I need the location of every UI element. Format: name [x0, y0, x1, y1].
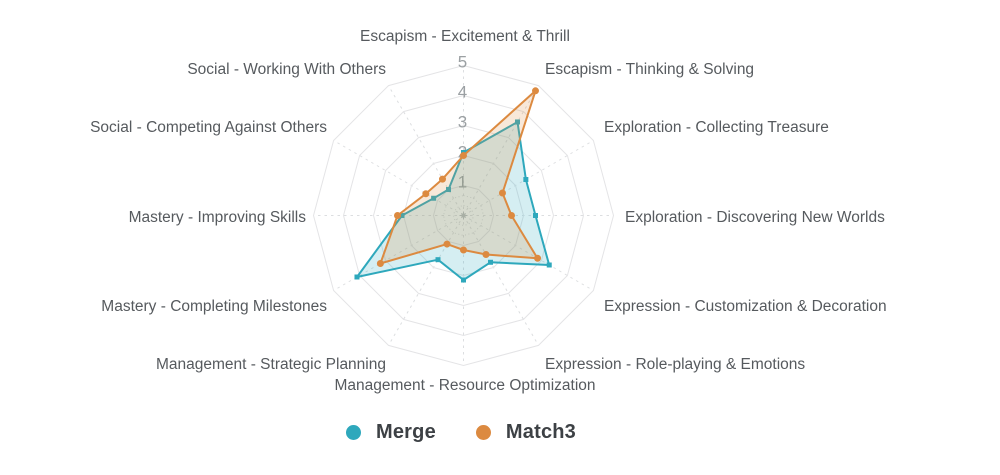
legend-item-match3[interactable]: Match3	[475, 421, 577, 444]
data-point-match3[interactable]	[376, 260, 384, 267]
data-point-match3[interactable]	[534, 254, 542, 262]
grid-ring	[432, 184, 495, 247]
data-point-match3[interactable]	[498, 189, 506, 197]
legend-marker-merge	[345, 425, 361, 440]
legend-label-match3: Match3	[505, 421, 577, 443]
axis-label: Mastery - Improving Skills	[129, 209, 307, 226]
axis-label: Escapism - Excitement & Thrill	[360, 28, 570, 45]
data-point-match3[interactable]	[508, 212, 515, 219]
data-point-match3[interactable]	[532, 87, 539, 95]
axis-spoke-line	[388, 85, 464, 216]
data-point-merge[interactable]	[523, 177, 529, 182]
data-point-match3[interactable]	[460, 152, 467, 159]
axis-label: Management - Resource Optimization	[334, 377, 595, 394]
radial-tick-label: 4	[458, 83, 467, 102]
axis-label: Expression - Customization & Decoration	[604, 298, 887, 315]
axis-spoke-line	[463, 215, 594, 291]
data-point-merge[interactable]	[515, 119, 520, 125]
data-point-match3[interactable]	[482, 250, 490, 258]
data-point-match3[interactable]	[422, 190, 430, 198]
axis-label: Exploration - Collecting Treasure	[604, 119, 829, 136]
axis-spoke-line	[463, 215, 539, 346]
axis-label: Social - Working With Others	[187, 61, 386, 78]
data-point-match3[interactable]	[394, 212, 401, 219]
legend: Merge Match3	[345, 421, 577, 444]
center-mark-icon	[461, 213, 466, 218]
radial-tick-label: 3	[458, 113, 467, 132]
data-point-match3[interactable]	[460, 246, 467, 254]
axis-label: Management - Strategic Planning	[156, 356, 386, 373]
axis-label: Exploration - Discovering New Worlds	[625, 209, 885, 226]
axis-spoke-line	[333, 140, 464, 216]
data-point-match3[interactable]	[439, 175, 446, 183]
axis-label: Expression - Role-playing & Emotions	[545, 356, 805, 373]
legend-label-merge: Merge	[375, 421, 436, 443]
legend-marker-match3	[475, 425, 491, 440]
legend-item-merge[interactable]: Merge	[345, 421, 436, 444]
data-point-merge[interactable]	[533, 213, 538, 218]
data-point-merge[interactable]	[488, 259, 493, 265]
data-point-merge[interactable]	[546, 262, 552, 268]
axis-label: Escapism - Thinking & Solving	[545, 61, 754, 78]
grid-ring	[402, 154, 525, 277]
data-point-merge[interactable]	[446, 187, 451, 193]
grid-ring	[342, 94, 585, 337]
data-point-merge[interactable]	[431, 195, 437, 201]
grid-ring	[312, 64, 615, 367]
axis-label: Social - Competing Against Others	[90, 119, 327, 136]
grid-ring	[372, 124, 555, 307]
data-point-match3[interactable]	[443, 240, 451, 248]
axis-label: Mastery - Completing Milestones	[101, 298, 327, 315]
data-point-merge[interactable]	[435, 257, 441, 263]
radial-tick-label: 1	[458, 173, 467, 192]
axis-spoke-line	[388, 215, 464, 346]
radial-tick-label: 5	[458, 53, 467, 72]
data-point-merge[interactable]	[354, 274, 360, 280]
axis-spoke-line	[463, 85, 539, 216]
data-point-merge[interactable]	[461, 277, 466, 283]
axis-spoke-line	[463, 140, 594, 216]
data-point-merge[interactable]	[399, 213, 405, 218]
